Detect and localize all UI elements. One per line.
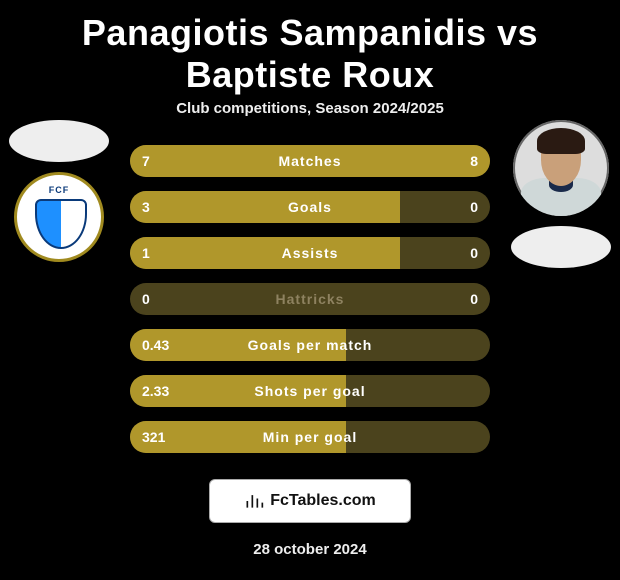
page-title: Panagiotis Sampanidis vs Baptiste Roux bbox=[0, 0, 620, 96]
stat-label: Goals bbox=[200, 199, 420, 215]
stat-left-value: 1 bbox=[130, 245, 200, 261]
stat-left-value: 321 bbox=[130, 429, 200, 445]
attribution-text: FcTables.com bbox=[270, 492, 376, 510]
stat-label: Assists bbox=[200, 245, 420, 261]
stat-right-value: 0 bbox=[420, 291, 490, 307]
stat-right-value: 0 bbox=[420, 245, 490, 261]
stat-left-value: 0 bbox=[130, 291, 200, 307]
stat-left-value: 0.43 bbox=[130, 337, 200, 353]
stat-row: 2.33Shots per goal bbox=[130, 375, 490, 407]
stat-label: Hattricks bbox=[200, 291, 420, 307]
stat-row: 7Matches8 bbox=[130, 145, 490, 177]
stat-label: Matches bbox=[200, 153, 420, 169]
player-left-club-logo: FCF bbox=[14, 172, 104, 262]
stats-comparison: 7Matches83Goals01Assists00Hattricks00.43… bbox=[130, 145, 490, 453]
stat-left-value: 2.33 bbox=[130, 383, 200, 399]
club-logo-text: FCF bbox=[17, 185, 101, 195]
player-right-club-logo-placeholder bbox=[511, 226, 611, 268]
stat-row: 3Goals0 bbox=[130, 191, 490, 223]
stat-row: 0.43Goals per match bbox=[130, 329, 490, 361]
stat-row: 1Assists0 bbox=[130, 237, 490, 269]
stat-row: 321Min per goal bbox=[130, 421, 490, 453]
bar-chart-icon bbox=[244, 491, 264, 511]
stat-label: Min per goal bbox=[200, 429, 420, 445]
stat-label: Goals per match bbox=[200, 337, 420, 353]
player-right-column bbox=[506, 120, 616, 268]
stat-row: 0Hattricks0 bbox=[130, 283, 490, 315]
footer-date: 28 october 2024 bbox=[0, 541, 620, 558]
page-subtitle: Club competitions, Season 2024/2025 bbox=[0, 100, 620, 117]
stat-right-value: 0 bbox=[420, 199, 490, 215]
player-right-photo bbox=[513, 120, 609, 216]
player-left-photo-placeholder bbox=[9, 120, 109, 162]
stat-right-value: 8 bbox=[420, 153, 490, 169]
stat-left-value: 7 bbox=[130, 153, 200, 169]
stat-left-value: 3 bbox=[130, 199, 200, 215]
attribution-badge[interactable]: FcTables.com bbox=[209, 479, 411, 523]
club-logo-shield bbox=[35, 199, 87, 249]
player-left-column: FCF bbox=[4, 120, 114, 262]
stat-label: Shots per goal bbox=[200, 383, 420, 399]
